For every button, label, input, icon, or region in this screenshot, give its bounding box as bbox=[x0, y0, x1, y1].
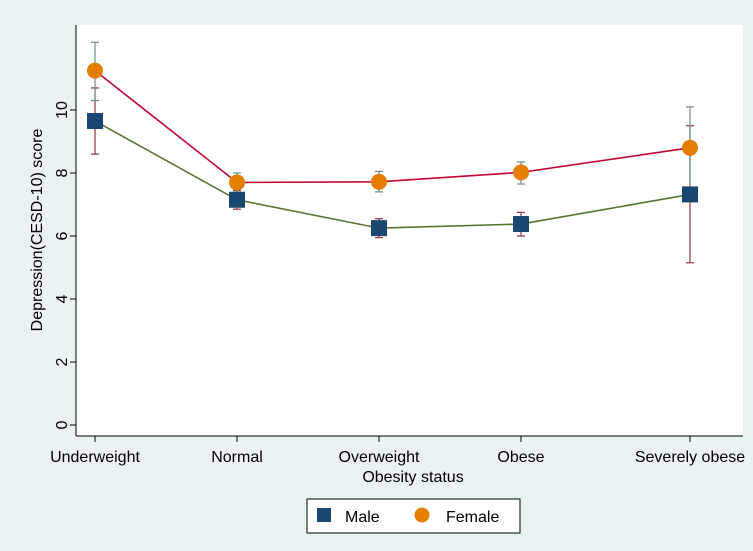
y-tick-label-4: 8 bbox=[54, 168, 71, 177]
x-tick-label-2: Overweight bbox=[339, 449, 420, 466]
point-male-2 bbox=[371, 220, 387, 237]
legend-box bbox=[306, 498, 521, 534]
point-female-1 bbox=[229, 174, 245, 191]
y-axis-title: Depression(CESD-10) score bbox=[29, 129, 46, 332]
point-female-3 bbox=[513, 164, 529, 181]
y-tick-label-0: 0 bbox=[54, 420, 71, 429]
point-male-1 bbox=[229, 191, 245, 208]
y-tick-label-5: 10 bbox=[54, 101, 71, 119]
point-male-4 bbox=[682, 186, 698, 203]
x-tick-label-4: Severely obese bbox=[635, 449, 745, 466]
legend-male-label: Male bbox=[345, 509, 380, 526]
legend-male-marker bbox=[317, 508, 331, 522]
x-tick-label-3: Obese bbox=[497, 449, 544, 466]
point-male-0 bbox=[87, 113, 103, 130]
point-female-2 bbox=[371, 173, 387, 190]
legend: Male Female bbox=[306, 498, 521, 534]
y-tick-label-1: 2 bbox=[54, 357, 71, 366]
legend-female-label: Female bbox=[446, 509, 499, 526]
plot-area bbox=[76, 25, 743, 436]
markers-female bbox=[87, 62, 698, 191]
y-tick-label-2: 4 bbox=[54, 294, 71, 303]
point-female-4 bbox=[682, 139, 698, 156]
x-tick-label-0: Underweight bbox=[50, 449, 140, 466]
y-tick-label-3: 6 bbox=[54, 231, 71, 240]
point-female-0 bbox=[87, 62, 103, 79]
x-tick-label-1: Normal bbox=[211, 449, 263, 466]
point-male-3 bbox=[513, 216, 529, 233]
axes: 0 2 4 6 8 10 Underweight Normal Overweight Obese S… bbox=[50, 25, 745, 466]
series-layer bbox=[87, 41, 698, 264]
legend-female-marker bbox=[414, 507, 430, 523]
markers-male bbox=[87, 113, 698, 237]
x-axis-title: Obesity status bbox=[362, 469, 463, 486]
